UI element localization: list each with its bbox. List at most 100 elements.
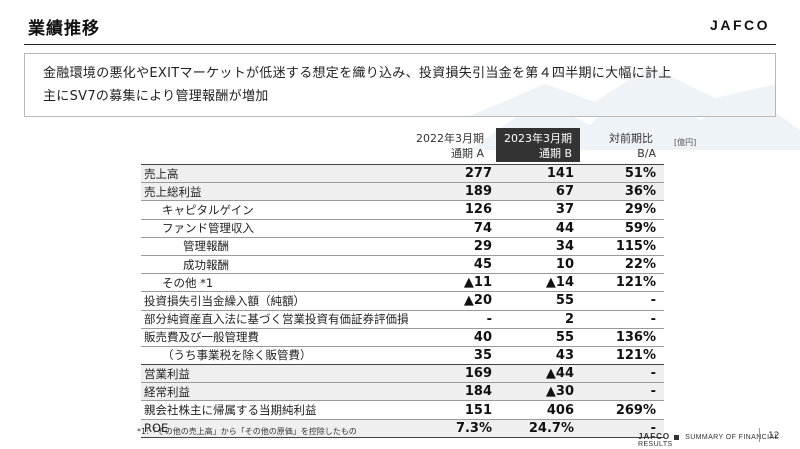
value-fy2022: 126 [420,200,500,220]
header-fy2023: 2023年3月期 通期 B [496,128,580,162]
summary-line-2: 主にSV7の募集により管理報酬が増加 [43,89,269,104]
value-fy2022: 151 [420,400,500,420]
table-row: その他 *1 ▲11 ▲14 121% [141,273,664,293]
row-label: 営業利益 [141,364,420,384]
table-row: 営業利益 169 ▲44 - [141,364,664,384]
table-row: キャピタルゲイン 126 37 29% [141,200,664,220]
value-fy2023: 24.7% [500,419,582,438]
value-fy2023: 43 [500,346,582,366]
row-label: 売上総利益 [141,182,420,202]
table-row: 売上総利益 189 67 36% [141,182,664,202]
value-fy2022: 189 [420,182,500,202]
value-fy2023: ▲44 [500,364,582,384]
value-yoy: 29% [582,200,664,220]
value-yoy: 22% [582,255,664,275]
value-fy2022: 74 [420,219,500,238]
value-yoy: - [582,419,664,438]
footer: JAFCO SUMMARY OF FINANCIAL RESULTS [638,432,800,448]
row-label: （うち事業税を除く販管費） [141,346,420,366]
value-fy2022: 184 [420,382,500,402]
value-fy2022: ▲11 [420,273,500,293]
value-fy2023: 10 [500,255,582,275]
value-fy2022: 277 [420,163,500,184]
table-row: 売上高 277 141 51% [141,163,664,184]
row-label: 販売費及び一般管理費 [141,328,420,347]
financial-table: 売上高 277 141 51% 売上総利益 189 67 36% キャピタルゲイ… [141,163,664,438]
row-label: 成功報酬 [141,255,420,275]
table-row: 経常利益 184 ▲30 - [141,382,664,402]
header-yoy-line1: 対前期比 [609,132,653,145]
header-yoy: 対前期比 B/A [600,131,662,161]
header-fy2023-line2: 通期 B [538,147,572,160]
footer-text: SUMMARY OF FINANCIAL RESULTS [638,434,779,448]
header-fy2022-line1: 2022年3月期 [416,132,484,145]
header-fy2023-line1: 2023年3月期 [504,132,572,145]
value-fy2022: 169 [420,364,500,384]
value-fy2023: ▲14 [500,273,582,293]
unit-label: [億円] [674,138,697,147]
value-fy2023: 2 [500,310,582,329]
header-divider [24,44,776,45]
summary-message-box: 金融環境の悪化やEXITマーケットが低迷する想定を織り込み、投資損失引当金を第４… [24,53,776,117]
value-fy2022: ▲20 [420,291,500,311]
table-row: 親会社株主に帰属する当期純利益 151 406 269% [141,400,664,420]
value-yoy: - [582,364,664,384]
value-fy2022: - [420,310,500,329]
page-number: 12 [768,431,780,441]
row-label: ファンド管理収入 [141,219,420,238]
header-fy2022-line2: 通期 A [450,147,484,160]
value-yoy: 115% [582,237,664,256]
value-fy2022: 35 [420,346,500,366]
page-title: 業績推移 [28,19,100,39]
table-row: 管理報酬 29 34 115% [141,237,664,256]
row-label: 経常利益 [141,382,420,402]
table-row: 販売費及び一般管理費 40 55 136% [141,328,664,347]
brand-logo: JAFCO [710,17,770,33]
footer-brand: JAFCO [638,432,671,441]
value-yoy: - [582,291,664,311]
row-label: キャピタルゲイン [141,200,420,220]
table-row: （うち事業税を除く販管費） 35 43 121% [141,346,664,366]
table-row: 投資損失引当金繰入額（純額） ▲20 55 - [141,291,664,311]
row-label: 親会社株主に帰属する当期純利益 [141,400,420,420]
value-yoy: 121% [582,346,664,366]
value-yoy: 136% [582,328,664,347]
value-yoy: 59% [582,219,664,238]
value-fy2023: 55 [500,328,582,347]
value-yoy: - [582,310,664,329]
value-yoy: 51% [582,163,664,184]
row-label: 投資損失引当金繰入額（純額） [141,291,420,311]
value-fy2022: 7.3% [420,419,500,438]
value-yoy: - [582,382,664,402]
mountain-background [469,66,775,116]
value-fy2023: 67 [500,182,582,202]
summary-line-1: 金融環境の悪化やEXITマーケットが低迷する想定を織り込み、投資損失引当金を第４… [43,66,672,81]
row-label: 売上高 [141,163,420,184]
value-fy2023: 55 [500,291,582,311]
value-fy2023: 34 [500,237,582,256]
header-yoy-line2: B/A [637,147,656,160]
value-fy2023: 44 [500,219,582,238]
row-label: ROE [141,419,420,438]
value-fy2023: 37 [500,200,582,220]
table-row: ファンド管理収入 74 44 59% [141,219,664,238]
table-row: 部分純資産直入法に基づく営業投資有価証券評価損 - 2 - [141,310,664,329]
header-fy2022: 2022年3月期 通期 A [410,131,490,161]
square-icon [674,434,680,440]
value-fy2022: 45 [420,255,500,275]
value-fy2023: 406 [500,400,582,420]
value-yoy: 121% [582,273,664,293]
summary-message: 金融環境の悪化やEXITマーケットが低迷する想定を織り込み、投資損失引当金を第４… [43,62,758,108]
row-label: その他 *1 [141,273,420,293]
table-row: 成功報酬 45 10 22% [141,255,664,275]
table-row: ROE 7.3% 24.7% - [141,419,664,438]
value-yoy: 36% [582,182,664,202]
value-fy2022: 29 [420,237,500,256]
value-fy2022: 40 [420,328,500,347]
footer-divider [759,428,760,442]
row-label: 管理報酬 [141,237,420,256]
footnote: *1:「その他の売上高」から「その他の原価」を控除したもの [137,427,357,436]
row-label: 部分純資産直入法に基づく営業投資有価証券評価損 [141,310,420,329]
value-fy2023: ▲30 [500,382,582,402]
value-fy2023: 141 [500,163,582,184]
